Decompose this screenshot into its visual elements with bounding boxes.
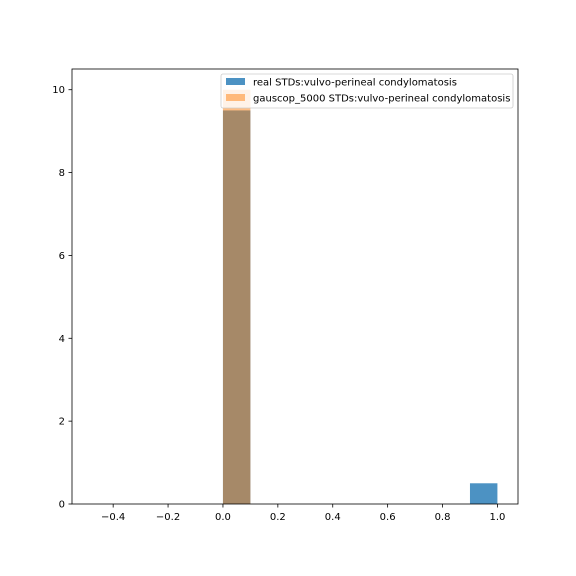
- y-tick-label: 10: [52, 85, 65, 96]
- legend: real STDs:vulvo-perineal condylomatosis …: [220, 73, 514, 109]
- legend-label-gauscop: gauscop_5000 STDs:vulvo-perineal condylo…: [253, 94, 510, 105]
- plot-frame: [71, 68, 519, 505]
- legend-label-real: real STDs:vulvo-perineal condylomatosis: [253, 78, 457, 89]
- y-axis: 0 2 4 6 8 10: [52, 85, 72, 511]
- y-tick-label: 6: [59, 251, 65, 262]
- bar-series-1-bin-0: [222, 89, 251, 504]
- x-tick-label: 0.6: [380, 512, 396, 523]
- x-tick-label: −0.4: [101, 512, 125, 523]
- y-tick-label: 8: [59, 168, 65, 179]
- y-tick-label: 2: [59, 417, 65, 428]
- y-tick-label: 4: [59, 334, 65, 345]
- x-tick-label: 0.2: [270, 512, 286, 523]
- x-tick-label: −0.2: [156, 512, 180, 523]
- legend-box: [220, 73, 514, 109]
- x-tick-label: 0.0: [215, 512, 231, 523]
- legend-swatch-real: [226, 78, 245, 85]
- bars-layer: [222, 89, 498, 504]
- bar-series-0-bin-1: [469, 483, 498, 504]
- x-tick-label: 1.0: [489, 512, 505, 523]
- x-axis: −0.4 −0.2 0.0 0.2 0.4 0.6 0.8 1.0: [101, 504, 505, 523]
- x-tick-label: 0.8: [435, 512, 451, 523]
- x-tick-label: 0.4: [325, 512, 341, 523]
- legend-swatch-gauscop: [226, 94, 245, 101]
- y-tick-label: 0: [59, 500, 65, 511]
